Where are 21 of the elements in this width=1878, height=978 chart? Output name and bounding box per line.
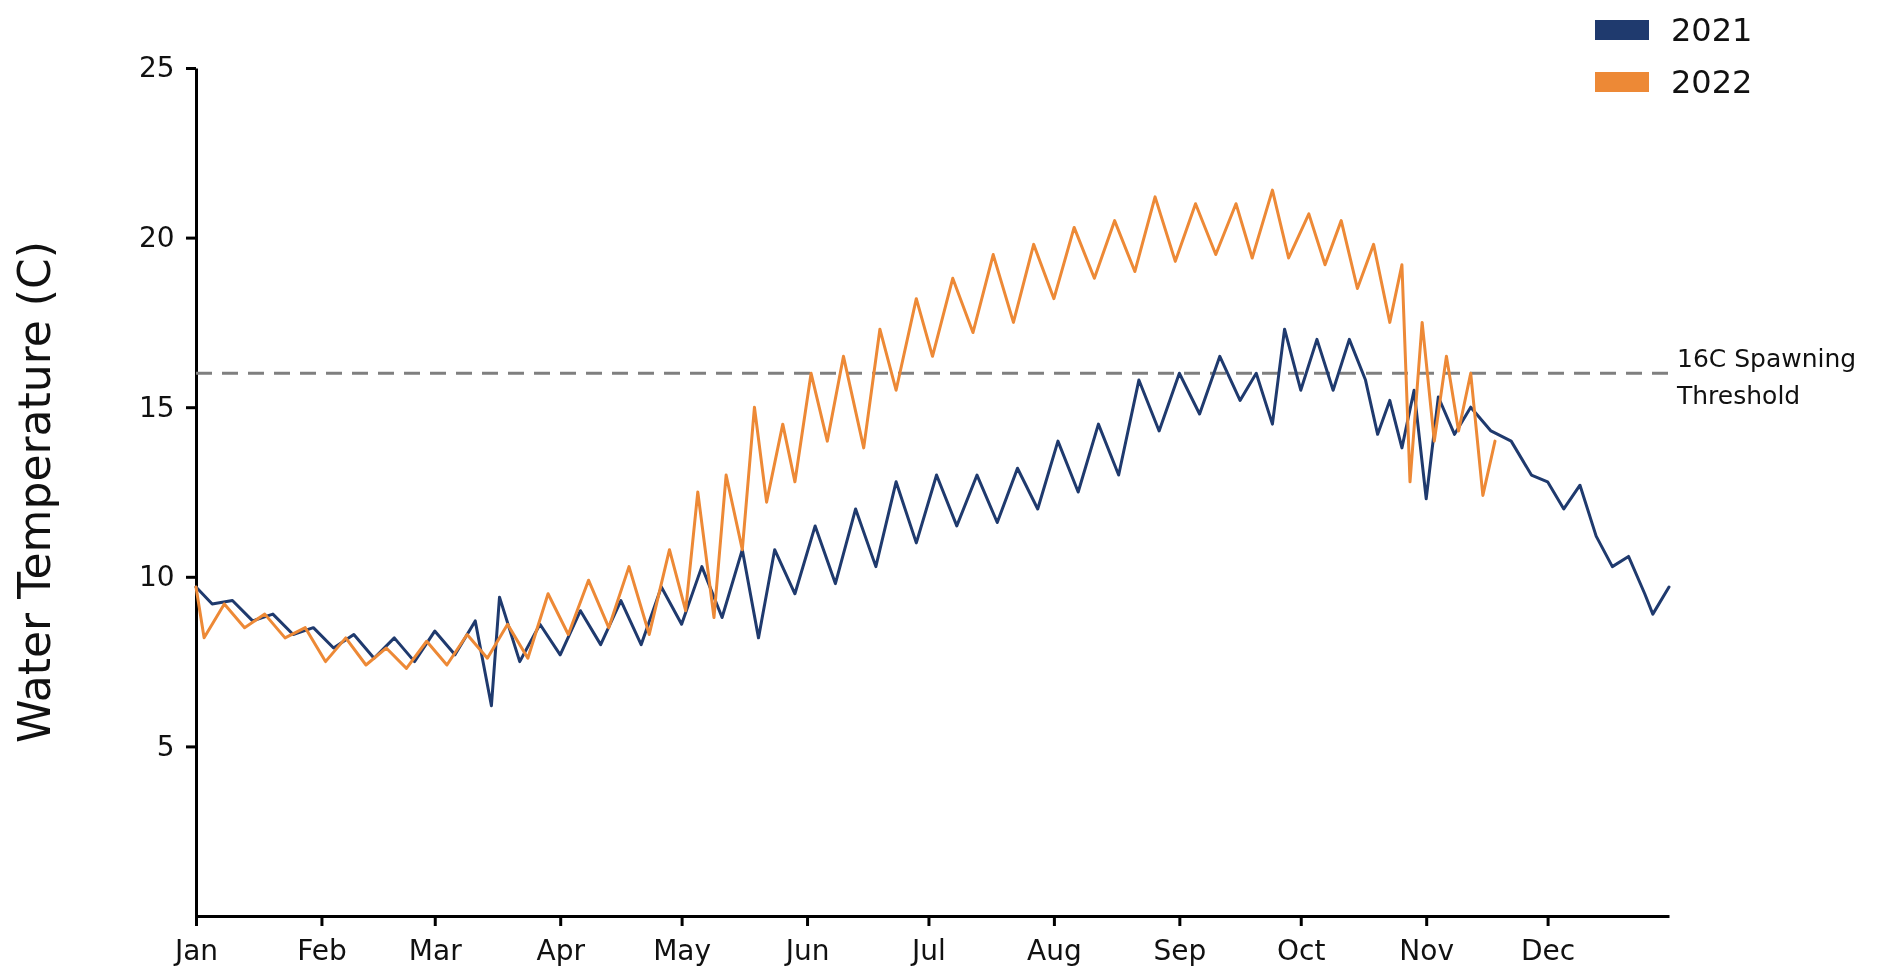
y-tick-label: 15 (138, 390, 175, 424)
x-tick-label: Feb (297, 933, 347, 967)
y-axis-title: Water Temperature (C) (9, 241, 60, 743)
x-tick-label: Dec (1521, 933, 1576, 967)
x-tick-label: Jul (910, 933, 946, 967)
y-tick-label: 25 (138, 51, 175, 85)
y-tick-label: 5 (156, 729, 175, 763)
legend-label: 2021 (1671, 11, 1753, 49)
y-tick-label: 10 (138, 560, 175, 594)
x-tick-label: Aug (1027, 933, 1082, 967)
y-tick-label: 20 (138, 221, 175, 255)
x-tick-label: Jan (172, 933, 219, 967)
x-tick-label: May (653, 933, 712, 967)
x-tick-label: Jun (783, 933, 830, 967)
ref-line-label: 16C Spawning Threshold (1676, 344, 1857, 410)
x-tick-label: Nov (1399, 933, 1455, 967)
x-tick-label: Oct (1277, 933, 1326, 967)
x-tick-label: Sep (1153, 933, 1207, 967)
x-tick-label: Mar (408, 933, 463, 967)
legend-label: 2022 (1671, 63, 1753, 101)
x-tick-label: Apr (536, 933, 586, 967)
